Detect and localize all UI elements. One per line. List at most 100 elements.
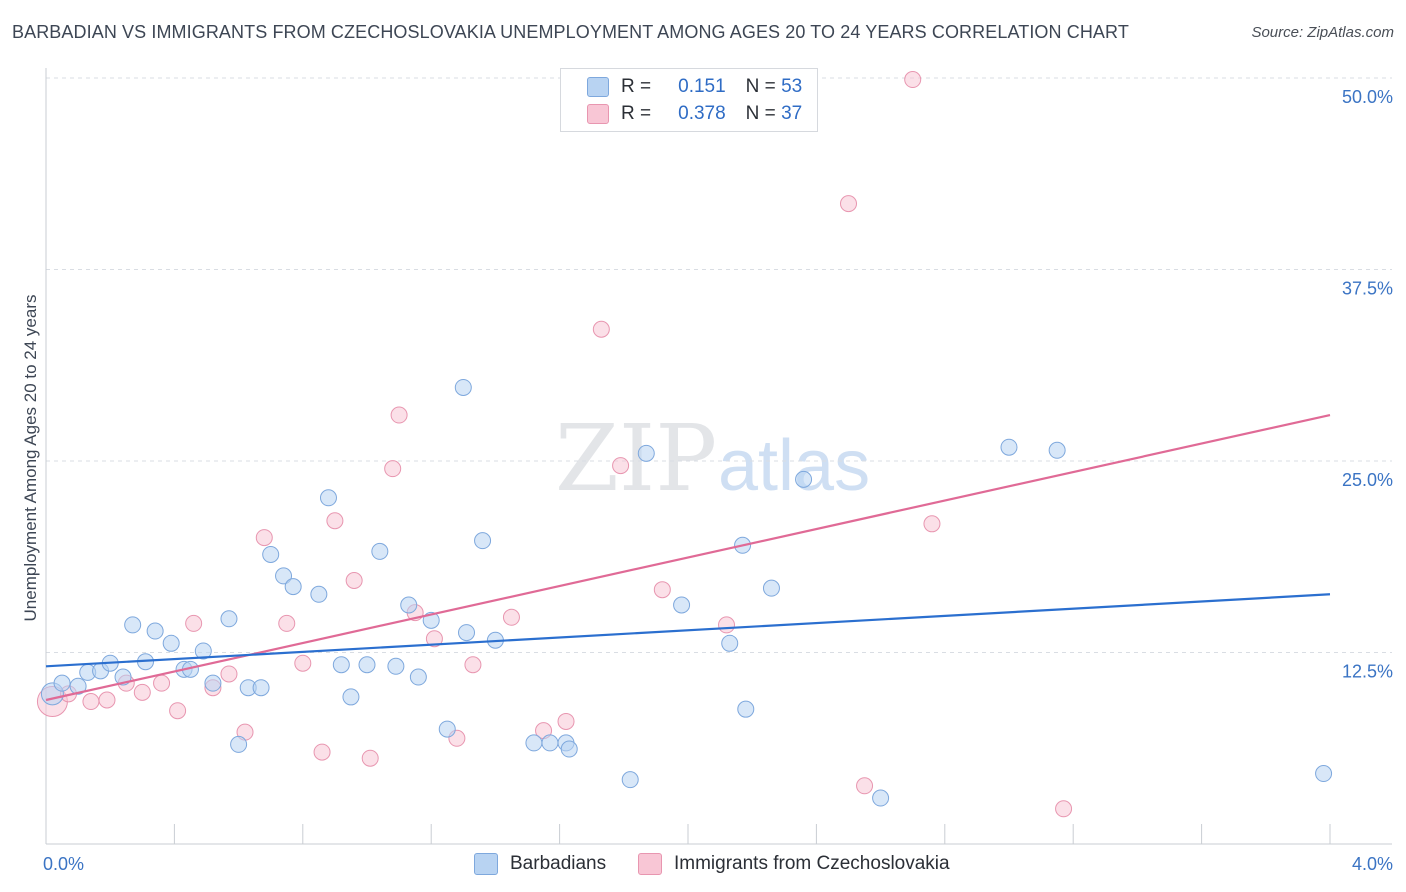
barbadian-point: [1048, 441, 1066, 459]
barbadian-point: [371, 542, 389, 560]
czechoslovakia-point: [98, 691, 116, 709]
y-tick-label: 37.5%: [1342, 279, 1393, 299]
czechoslovakia-point: [464, 656, 482, 674]
barbadian-point: [342, 688, 360, 706]
barbadian-point: [474, 532, 492, 550]
y-tick-label: 50.0%: [1342, 87, 1393, 107]
trend-lines: [45, 413, 1331, 702]
czechoslovakia-point: [278, 614, 296, 632]
barbadian-point: [204, 674, 222, 692]
czechoslovakia-point: [425, 630, 443, 648]
bottom-legend-label: Immigrants from Czechoslovakia: [674, 853, 950, 874]
chart-title: BARBADIAN VS IMMIGRANTS FROM CZECHOSLOVA…: [12, 22, 1129, 42]
x-tick-label: 0.0%: [43, 854, 84, 874]
czechoslovakia-point: [294, 654, 312, 672]
y-tick-label: 12.5%: [1342, 662, 1393, 682]
barbadian-point: [332, 656, 350, 674]
legend-n-value: 37: [781, 103, 803, 124]
tick-labels: 12.5% 25.0% 37.5% 50.0% 0.0% 4.0%: [43, 87, 1393, 874]
bottom-legend-barbadians: Barbadians: [474, 850, 606, 878]
barbadian-point: [146, 622, 164, 640]
barbadian-point: [124, 616, 142, 634]
watermark-atlas: atlas: [718, 426, 870, 506]
czechoslovakia-point: [153, 674, 171, 692]
x-tick-label: 4.0%: [1352, 854, 1393, 874]
czechoslovakia-point: [856, 777, 874, 795]
legend-row-czechoslovakia: R = 0.378 N = 37: [587, 102, 802, 126]
bottom-legend-czechoslovakia: Immigrants from Czechoslovakia: [638, 850, 950, 878]
gridlines: [46, 77, 1392, 653]
czechoslovakia-point: [923, 515, 941, 533]
barbadian-point: [409, 668, 427, 686]
bottom-legend-swatch-pink: [638, 853, 662, 875]
barbadian-point: [673, 596, 691, 614]
barbadian-point: [400, 596, 418, 614]
barbadian-point: [162, 634, 180, 652]
bottom-legend-label: Barbadians: [510, 853, 607, 874]
barbadian-point: [762, 579, 780, 597]
czechoslovakia-point: [384, 460, 402, 478]
czechoslovakia-point: [313, 743, 331, 761]
czechoslovakia-point: [361, 749, 379, 767]
barbadian-point: [438, 720, 456, 738]
barbadian-point: [872, 789, 890, 807]
barbadian-point: [275, 567, 293, 585]
barbadian-point: [220, 610, 238, 628]
czechoslovakia-point: [169, 702, 187, 720]
barbadian-point: [358, 656, 376, 674]
barbadian-point: [721, 634, 739, 652]
axes: [45, 68, 1392, 845]
legend-r-label: R =: [621, 76, 652, 97]
czechoslovakia-point: [904, 71, 922, 89]
czechoslovakia-point: [557, 712, 575, 730]
czechoslovakia-point: [592, 320, 610, 338]
czechoslovakia-point: [82, 693, 100, 711]
czechoslovakia-point: [653, 581, 671, 599]
barbadian-point: [541, 734, 559, 752]
legend-n-value: 53: [781, 76, 803, 97]
barbadian-point: [387, 657, 405, 675]
barbadian-point: [1000, 438, 1018, 456]
barbadian-point: [1315, 765, 1333, 783]
bottom-legend-swatch-blue: [474, 853, 498, 875]
czechoslovakia-point: [718, 616, 736, 634]
barbadian-point: [525, 734, 543, 752]
legend-n-label: N =: [745, 103, 776, 124]
barbadian-point: [194, 642, 212, 660]
barbadian-point: [319, 489, 337, 507]
barbadian-point: [284, 578, 302, 596]
czechoslovakia-point: [502, 608, 520, 626]
watermark-zip: ZIP: [555, 405, 717, 512]
barbadian-point: [230, 735, 248, 753]
czechoslovakia-point: [220, 665, 238, 683]
barbadian-point: [737, 700, 755, 718]
y-axis-label: Unemployment Among Ages 20 to 24 years: [21, 295, 40, 622]
barbadian-point: [310, 585, 328, 603]
czechoslovakia-point: [390, 406, 408, 424]
legend-n-label: N =: [745, 76, 776, 97]
czechoslovakia-point: [133, 683, 151, 701]
czechoslovakia-point: [255, 529, 273, 547]
czechoslovakia-point: [840, 195, 857, 213]
czechoslovakia-trend-line: [45, 413, 1331, 702]
czechoslovakia-point: [612, 457, 630, 475]
legend-r-value: 0.151: [678, 76, 726, 97]
barbadian-point: [560, 740, 578, 758]
legend-swatch-pink: [587, 104, 609, 124]
barbadian-point: [252, 679, 270, 697]
barbadian-trend-line: [45, 593, 1331, 668]
czechoslovakia-point: [1055, 800, 1073, 818]
watermark: ZIP atlas: [555, 405, 870, 512]
czechoslovakia-point: [345, 571, 363, 589]
barbadian-point: [69, 677, 87, 695]
legend-r-value: 0.378: [678, 103, 726, 124]
barbadian-point: [621, 771, 639, 789]
barbadian-point: [637, 444, 655, 462]
czechoslovakia-point: [185, 614, 203, 632]
czechoslovakia-point: [326, 512, 344, 530]
correlation-legend: R = 0.151 N = 53 R = 0.378 N = 37: [560, 68, 818, 132]
legend-r-label: R =: [621, 103, 652, 124]
y-tick-label: 25.0%: [1342, 470, 1393, 490]
barbadian-point: [262, 545, 280, 563]
